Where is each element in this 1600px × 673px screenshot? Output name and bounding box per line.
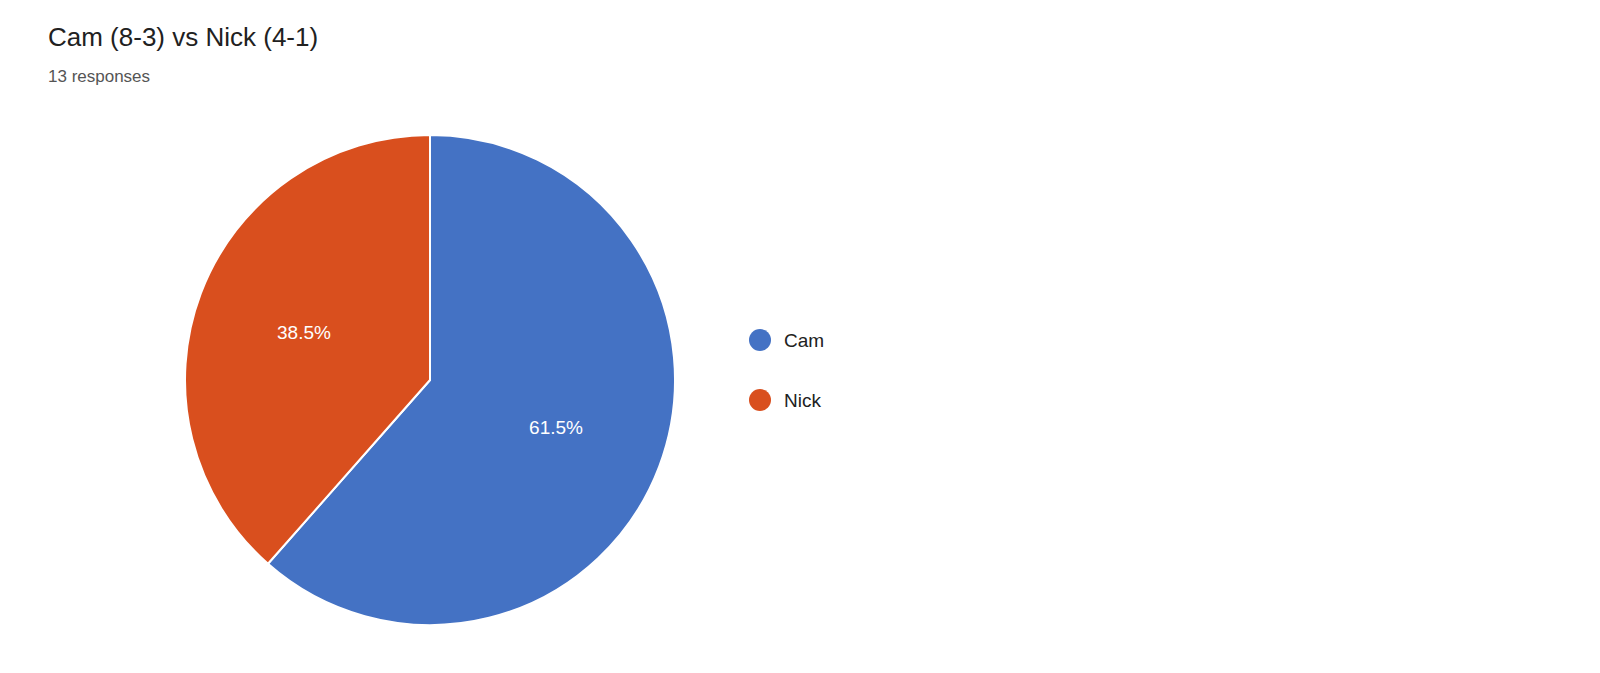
- legend-item: Cam: [749, 329, 824, 351]
- data-labels: 61.5% 38.5%: [277, 322, 583, 438]
- legend-item: Nick: [749, 389, 821, 411]
- legend-label: Cam: [784, 330, 824, 351]
- data-label: 61.5%: [529, 417, 583, 438]
- legend-label: Nick: [784, 390, 821, 411]
- legend: Cam Nick: [749, 329, 824, 411]
- pie: [185, 135, 675, 625]
- subtitle: 13 responses: [48, 67, 150, 86]
- legend-swatch: [749, 329, 771, 351]
- legend-swatch: [749, 389, 771, 411]
- title: Cam (8-3) vs Nick (4-1): [48, 22, 318, 52]
- pie-slice: [185, 135, 430, 564]
- chart: Cam (8-3) vs Nick (4-1) 13 responses 61.5%…: [0, 0, 1600, 673]
- data-label: 38.5%: [277, 322, 331, 343]
